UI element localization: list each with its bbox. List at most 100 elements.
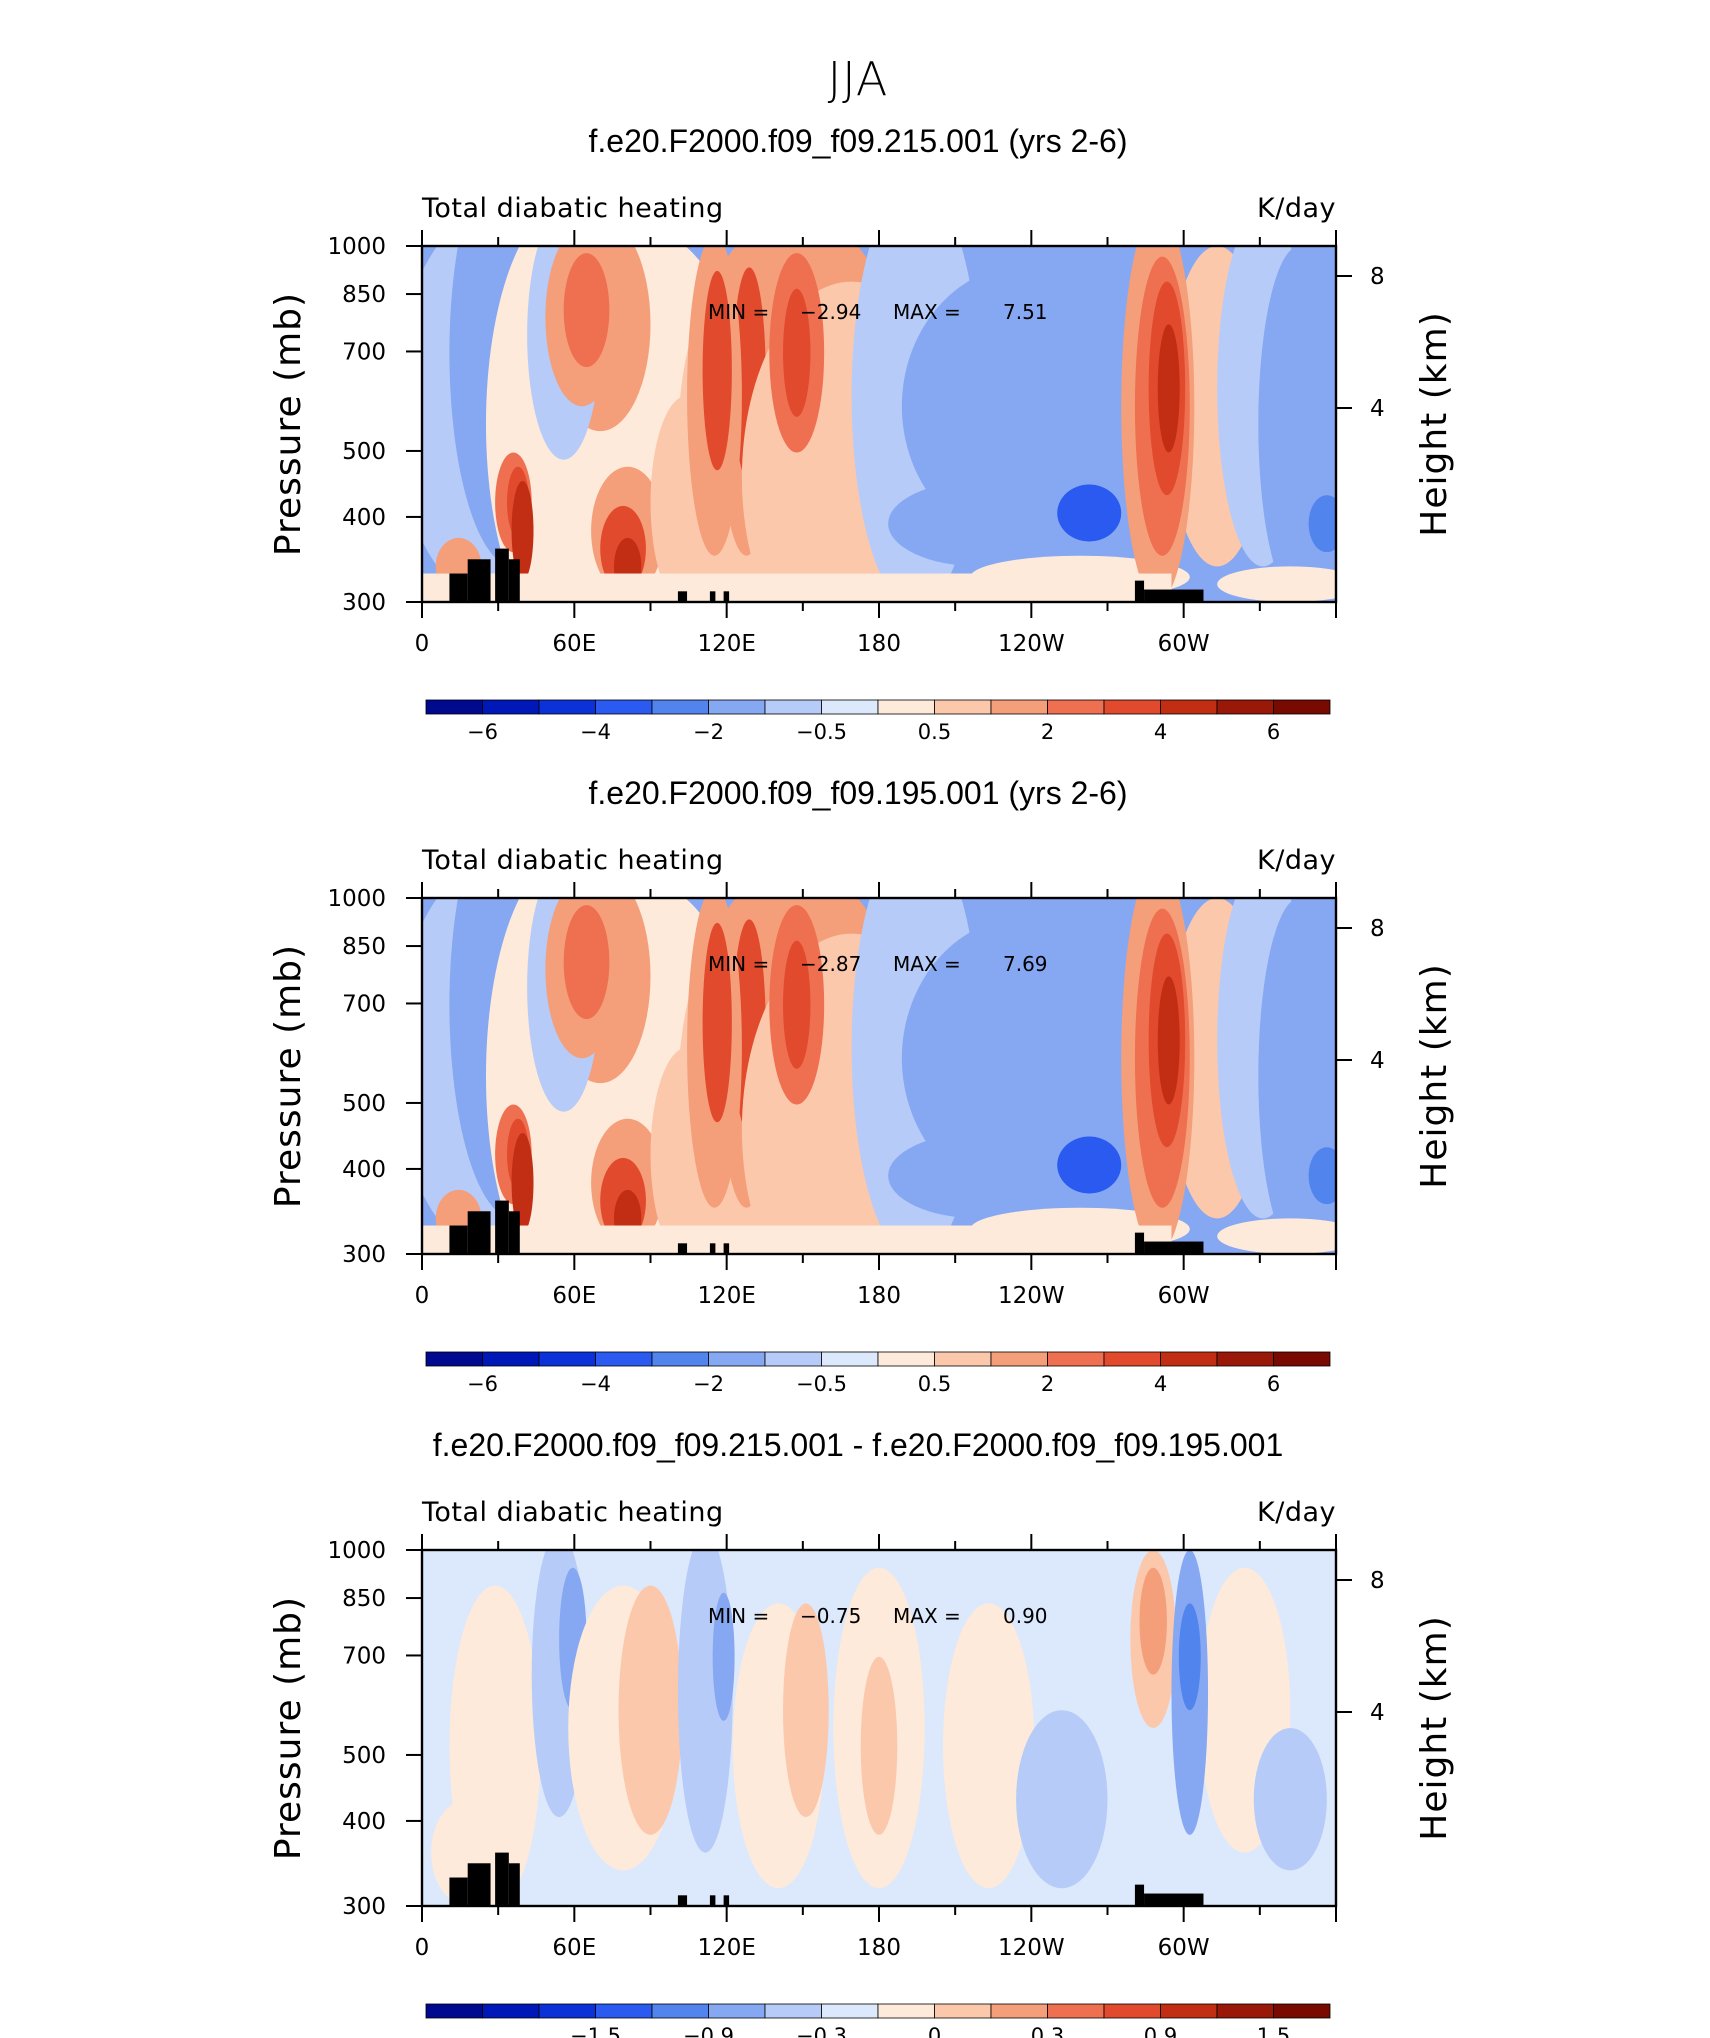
colorbar-swatch — [1216, 2003, 1274, 2019]
colorbar-swatch — [990, 2003, 1048, 2019]
colorbar-swatch — [1103, 1351, 1161, 1367]
colorbar-swatch — [1103, 699, 1161, 715]
colorbar-swatch — [482, 1351, 540, 1367]
field-contours — [422, 1550, 1336, 1906]
units-label: K/day — [1257, 193, 1336, 224]
y-axis-title: Pressure (mb) — [268, 1596, 309, 1860]
field-contour — [942, 1603, 1035, 1889]
field-contour — [783, 288, 811, 417]
field-contour — [1057, 484, 1122, 542]
colorbar-label: −0.5 — [796, 1372, 847, 1396]
min-value: −2.87 — [800, 952, 861, 976]
colorbar-label: 6 — [1267, 720, 1280, 744]
colorbar-swatch — [764, 2003, 822, 2019]
colorbar-swatch — [538, 2003, 596, 2019]
colorbar-swatch — [1047, 1351, 1105, 1367]
colorbar-label: 4 — [1154, 1372, 1167, 1396]
min-label: MIN = — [708, 952, 769, 976]
topography-mask — [709, 591, 716, 602]
y-axis-title: Pressure (mb) — [268, 944, 309, 1208]
field-contour — [1253, 1728, 1327, 1871]
y2-tick-label: 8 — [1370, 916, 1385, 942]
field-contour — [1157, 324, 1180, 453]
x-tick-label: 120E — [697, 1283, 755, 1309]
colorbar-swatch — [877, 699, 935, 715]
topography-mask — [1144, 1893, 1204, 1906]
x-tick-label: 60E — [552, 1935, 596, 1961]
y-tick-label: 700 — [342, 339, 386, 365]
figure-title: JJA — [828, 52, 889, 106]
x-tick-label: 180 — [857, 1935, 901, 1961]
max-label: MAX = — [893, 300, 961, 324]
topography-mask — [677, 1243, 688, 1254]
colorbar: −6 −4 −2 −0.5 0.5 2 4 6 — [425, 1351, 1331, 1396]
y-tick-label: 850 — [342, 934, 386, 960]
max-label: MAX = — [893, 1604, 961, 1628]
field-contour — [783, 1603, 829, 1817]
topography-mask — [1134, 1232, 1145, 1254]
colorbar-swatch — [821, 2003, 879, 2019]
y2-axis-title: Height (km) — [1414, 963, 1455, 1188]
topography-mask — [508, 559, 520, 602]
colorbar-label: 4 — [1154, 720, 1167, 744]
units-label: K/day — [1257, 845, 1336, 876]
y2-tick-label: 4 — [1370, 1700, 1385, 1726]
x-tick-label: 60W — [1158, 1935, 1210, 1961]
y-tick-label: 850 — [342, 1586, 386, 1612]
min-label: MIN = — [708, 300, 769, 324]
topography-mask — [508, 1211, 520, 1254]
topography-mask — [495, 1852, 509, 1906]
topography-mask — [723, 1243, 730, 1254]
y-tick-label: 400 — [342, 1157, 386, 1183]
units-label: K/day — [1257, 1497, 1336, 1528]
topography-mask — [709, 1895, 716, 1906]
field-contour — [422, 573, 1172, 602]
y-tick-label: 500 — [342, 439, 386, 465]
colorbar-swatch — [934, 699, 992, 715]
colorbar-swatch — [482, 699, 540, 715]
colorbar-swatch — [708, 699, 766, 715]
topography-mask — [495, 1200, 509, 1254]
colorbar-label: 6 — [1267, 1372, 1280, 1396]
x-tick-label: 120W — [998, 631, 1065, 657]
colorbar-swatch — [708, 2003, 766, 2019]
colorbar-swatch — [1273, 2003, 1331, 2019]
colorbar-swatch — [990, 1351, 1048, 1367]
colorbar-swatch — [651, 1351, 709, 1367]
topography-mask — [709, 1243, 716, 1254]
colorbar-label: −2 — [693, 720, 724, 744]
panel-2: f.e20.F2000.f09_f09.195.001 (yrs 2-6) Tot… — [268, 775, 1455, 1396]
y-axis-title: Pressure (mb) — [268, 292, 309, 556]
topography-mask — [723, 1895, 730, 1906]
topography-mask — [467, 1211, 491, 1254]
topography-mask — [449, 573, 468, 602]
field-contour — [618, 1585, 683, 1835]
y-tick-label: 1000 — [327, 1538, 386, 1564]
field-contour — [1217, 1218, 1336, 1254]
max-value: 7.69 — [1003, 952, 1048, 976]
colorbar-label: 2 — [1041, 720, 1054, 744]
field-contour — [1139, 1567, 1167, 1675]
topography-mask — [467, 559, 491, 602]
field-contour — [1157, 976, 1180, 1105]
field-contour — [511, 480, 534, 581]
colorbar-swatch — [1103, 2003, 1161, 2019]
colorbar-label: −0.9 — [683, 2024, 734, 2038]
y-tick-label: 700 — [342, 1643, 386, 1669]
colorbar-label: 0.5 — [918, 1372, 951, 1396]
field-contour — [860, 1656, 898, 1835]
colorbar-swatch — [1160, 699, 1218, 715]
colorbar-swatch — [934, 1351, 992, 1367]
colorbar-swatch — [538, 699, 596, 715]
colorbar-swatch — [538, 1351, 596, 1367]
colorbar-swatch — [482, 2003, 540, 2019]
y2-tick-label: 4 — [1370, 396, 1385, 422]
colorbar-label: −6 — [467, 720, 498, 744]
y2-axis-title: Height (km) — [1414, 311, 1455, 536]
topography-mask — [467, 1863, 491, 1906]
topography-mask — [1134, 1884, 1145, 1906]
x-tick-label: 180 — [857, 1283, 901, 1309]
topography-mask — [1134, 580, 1145, 602]
colorbar-swatch — [425, 699, 483, 715]
colorbar-swatch — [1047, 2003, 1105, 2019]
